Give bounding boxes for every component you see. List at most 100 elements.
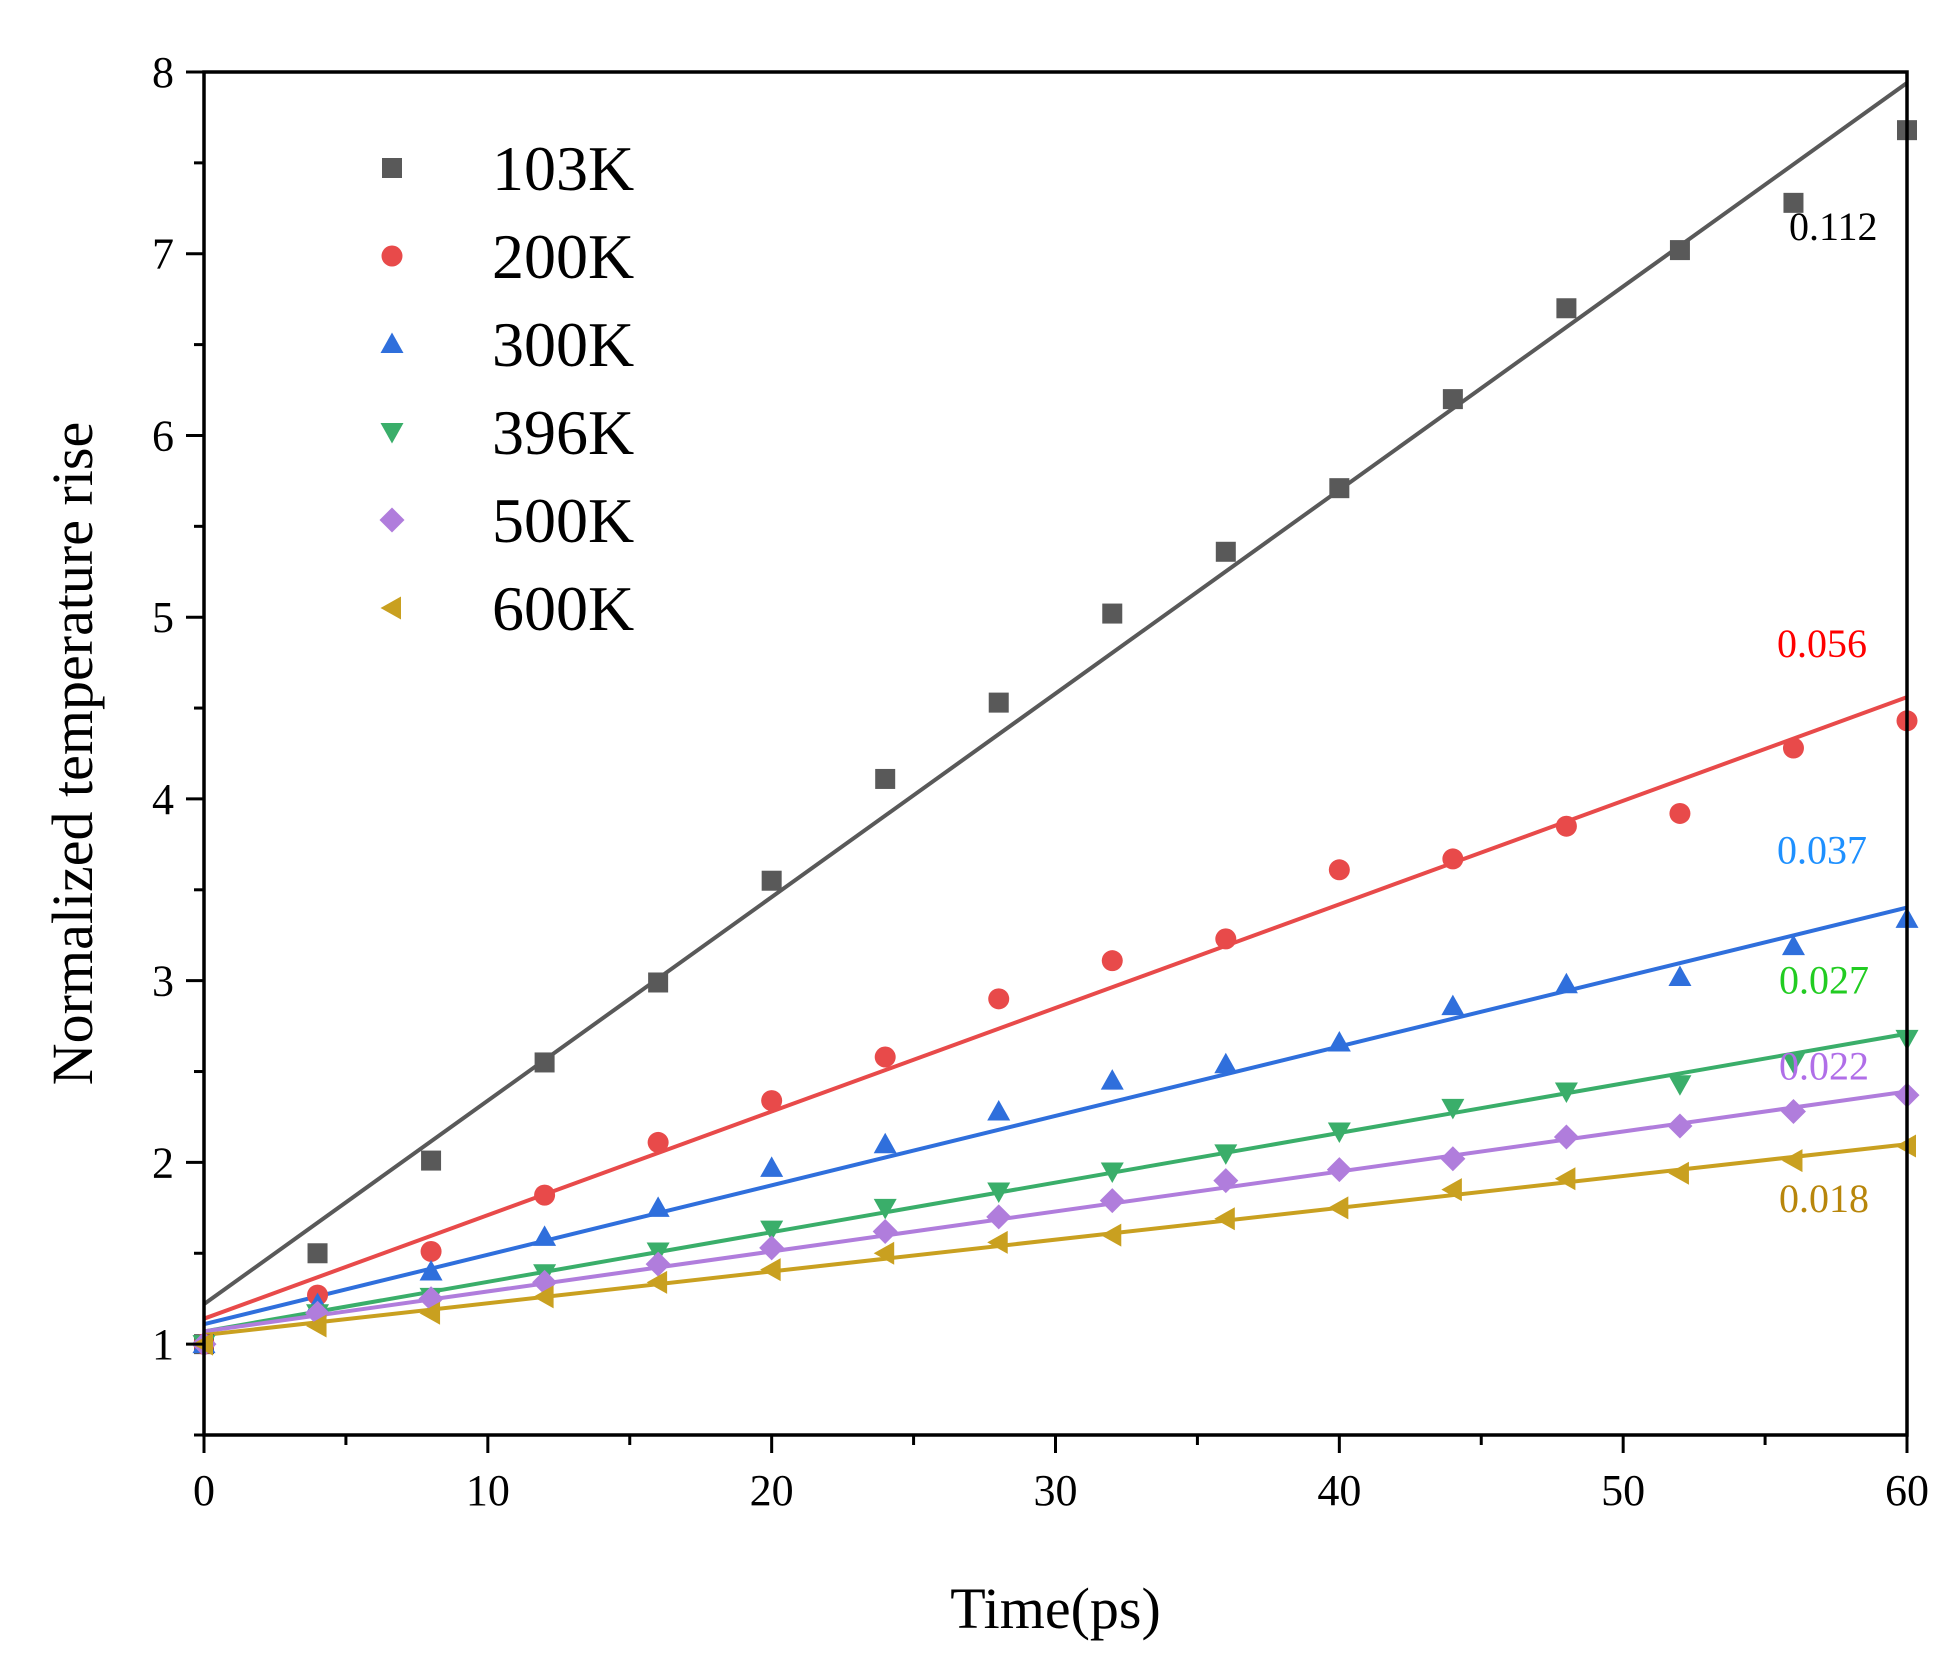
data-point-600K-7 — [987, 1230, 1008, 1254]
data-point-103K-3 — [534, 1052, 555, 1073]
data-point-103K-1 — [307, 1243, 328, 1264]
data-point-600K-8 — [1100, 1223, 1122, 1247]
data-point-600K-5 — [760, 1258, 781, 1282]
y-axis-title: Normalized temperature rise — [40, 422, 105, 1085]
data-point-300K-3 — [533, 1225, 557, 1246]
data-point-600K-11 — [1441, 1178, 1462, 1202]
data-point-396K-12 — [1554, 1082, 1578, 1104]
data-point-600K-10 — [1327, 1196, 1349, 1220]
data-point-200K-2 — [420, 1240, 442, 1262]
fit-line-103K — [202, 81, 1909, 1306]
legend-marker-600K — [380, 596, 401, 620]
data-point-200K-14 — [1782, 737, 1804, 759]
legend-label-103K: 103K — [492, 133, 634, 204]
fit-line-396K — [203, 1031, 1908, 1334]
data-point-600K-12 — [1554, 1167, 1576, 1191]
data-point-103K-11 — [1442, 389, 1463, 410]
x-tick-label: 40 — [1317, 1466, 1361, 1515]
data-point-500K-6 — [872, 1218, 898, 1244]
slope-label-500K: 0.022 — [1779, 1044, 1869, 1089]
y-tick-label: 1 — [152, 1320, 174, 1369]
data-point-600K-2 — [419, 1301, 441, 1325]
y-tick-label: 4 — [152, 775, 174, 824]
data-point-200K-13 — [1669, 802, 1691, 824]
data-point-103K-9 — [1215, 541, 1236, 562]
slope-label-103K: 0.112 — [1789, 204, 1878, 249]
data-point-200K-12 — [1555, 815, 1577, 837]
data-point-500K-13 — [1667, 1113, 1693, 1139]
data-point-300K-12 — [1554, 972, 1578, 994]
data-point-103K-13 — [1669, 240, 1690, 261]
slope-labels-layer: 0.112 0.056 0.037 0.027 0.022 0.018 — [1777, 204, 1878, 1221]
x-tick-label: 10 — [466, 1466, 510, 1515]
data-point-396K-8 — [1100, 1162, 1124, 1183]
data-point-600K-3 — [533, 1285, 554, 1309]
x-tick-label: 60 — [1885, 1466, 1929, 1515]
slope-label-300K: 0.037 — [1777, 828, 1867, 873]
data-point-396K-14 — [1781, 1053, 1805, 1074]
data-point-200K-11 — [1442, 848, 1464, 870]
data-point-500K-14 — [1780, 1099, 1806, 1125]
data-point-396K-10 — [1327, 1122, 1351, 1144]
data-point-200K-3 — [534, 1184, 556, 1206]
data-point-500K-12 — [1553, 1124, 1579, 1150]
data-point-103K-10 — [1329, 478, 1350, 499]
y-tick-label: 6 — [152, 411, 174, 460]
slope-label-396K: 0.027 — [1779, 958, 1869, 1003]
data-point-300K-14 — [1781, 934, 1805, 956]
data-point-500K-5 — [759, 1235, 785, 1261]
x-tick-label: 20 — [750, 1466, 794, 1515]
data-point-200K-4 — [647, 1131, 669, 1153]
data-point-300K-7 — [987, 1100, 1011, 1121]
fit-line-300K — [203, 905, 1908, 1327]
data-point-500K-7 — [986, 1204, 1012, 1230]
data-point-200K-8 — [1101, 950, 1123, 972]
y-tick-label: 5 — [152, 593, 174, 642]
data-point-300K-2 — [419, 1259, 443, 1281]
data-point-300K-5 — [760, 1156, 784, 1177]
data-point-300K-6 — [873, 1132, 897, 1154]
data-point-200K-5 — [761, 1090, 783, 1112]
x-tick-label: 0 — [193, 1466, 215, 1515]
legend-marker-200K — [381, 245, 403, 267]
legend: 103K 200K 300K 396K 500K 600K — [379, 133, 634, 644]
data-point-103K-6 — [875, 768, 896, 789]
data-point-396K-6 — [873, 1198, 897, 1220]
data-point-300K-13 — [1668, 965, 1692, 987]
slope-label-200K: 0.056 — [1777, 621, 1867, 666]
data-point-500K-10 — [1326, 1157, 1352, 1183]
fit-line-600K — [203, 1142, 1908, 1338]
legend-label-600K: 600K — [492, 573, 634, 644]
data-point-500K-9 — [1213, 1168, 1239, 1194]
fit-line-200K — [203, 695, 1908, 1321]
data-point-200K-6 — [874, 1046, 896, 1068]
legend-marker-396K — [380, 423, 404, 444]
data-point-500K-11 — [1440, 1146, 1466, 1172]
fit-line-500K — [203, 1089, 1908, 1334]
data-point-396K-5 — [760, 1220, 784, 1242]
data-point-600K-1 — [306, 1314, 327, 1338]
x-tick-label: 30 — [1034, 1466, 1078, 1515]
data-point-103K-5 — [761, 870, 782, 891]
data-point-500K-4 — [645, 1251, 671, 1277]
data-point-396K-9 — [1214, 1144, 1238, 1165]
legend-marker-500K — [379, 507, 405, 533]
x-tick-label: 50 — [1601, 1466, 1645, 1515]
legend-marker-300K — [380, 332, 404, 353]
fit-lines-layer — [202, 81, 1909, 1338]
data-point-600K-14 — [1781, 1149, 1803, 1173]
x-axis-title: Time(ps) — [950, 1576, 1161, 1641]
y-tick-label: 8 — [152, 48, 174, 97]
data-point-500K-8 — [1099, 1188, 1125, 1214]
data-point-200K-9 — [1215, 928, 1237, 950]
y-tick-label: 7 — [152, 230, 174, 279]
y-tick-label: 3 — [152, 957, 174, 1006]
data-point-600K-13 — [1668, 1161, 1689, 1185]
data-point-300K-4 — [646, 1196, 670, 1217]
data-point-200K-7 — [988, 988, 1010, 1010]
data-point-103K-12 — [1556, 298, 1577, 319]
legend-label-200K: 200K — [492, 221, 634, 292]
data-point-396K-13 — [1668, 1075, 1692, 1096]
data-point-103K-14 — [1783, 192, 1804, 213]
